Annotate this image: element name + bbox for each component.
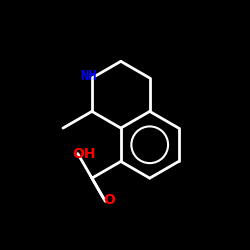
- Text: O: O: [103, 193, 115, 207]
- Text: NH: NH: [80, 68, 97, 82]
- Text: OH: OH: [72, 146, 96, 160]
